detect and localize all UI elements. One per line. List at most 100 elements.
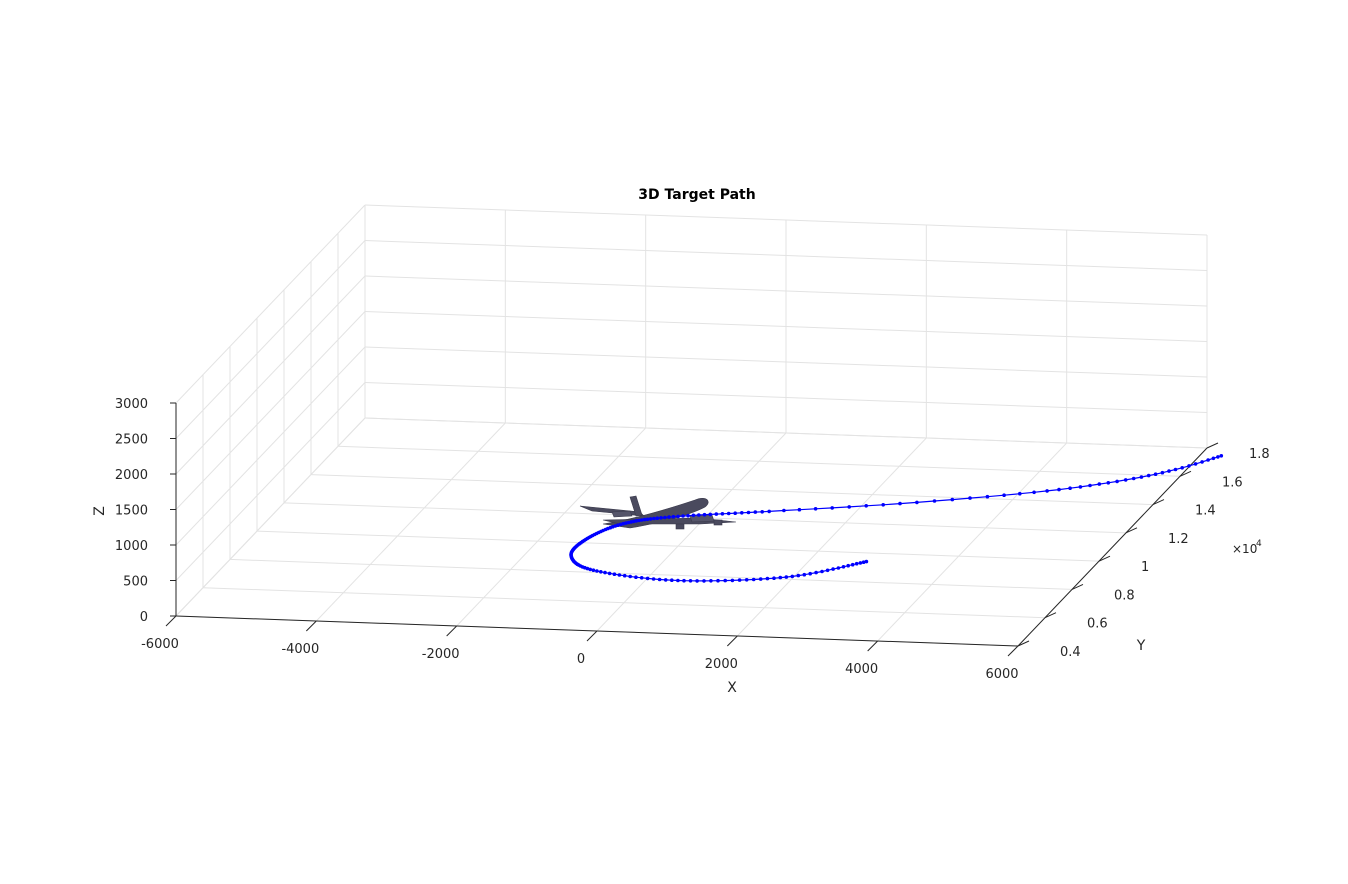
x-tick-mark xyxy=(165,615,177,627)
z-tick-label: 0 xyxy=(140,610,148,625)
x-tick-label: -6000 xyxy=(141,637,179,652)
data-point xyxy=(622,573,627,578)
data-point xyxy=(765,576,770,581)
data-point xyxy=(813,507,818,511)
data-point xyxy=(825,568,830,573)
data-point xyxy=(651,577,656,581)
data-point xyxy=(767,509,771,514)
data-point xyxy=(671,514,676,519)
side-grid-line xyxy=(175,346,366,546)
data-point xyxy=(760,510,764,514)
y-tick-mark xyxy=(1044,612,1057,619)
data-point xyxy=(1146,473,1151,478)
y-tick-mark xyxy=(1071,583,1084,590)
back-grid-line xyxy=(364,311,1208,342)
data-point xyxy=(607,571,612,576)
data-point xyxy=(1078,485,1083,489)
data-point xyxy=(1187,464,1191,468)
data-point xyxy=(1088,483,1092,488)
data-point xyxy=(1097,482,1102,486)
data-point xyxy=(784,575,789,579)
data-point xyxy=(595,569,599,573)
data-point xyxy=(697,513,701,517)
y-tick-mark xyxy=(1098,555,1111,562)
data-point xyxy=(846,563,850,568)
data-point xyxy=(758,577,763,581)
back-grid-line xyxy=(364,382,1208,413)
data-point xyxy=(1180,466,1184,470)
y-tick-mark xyxy=(1179,470,1192,477)
data-point xyxy=(599,570,603,574)
data-point xyxy=(932,499,937,503)
x-tick-label: 4000 xyxy=(845,662,878,677)
y-tick-mark xyxy=(1152,499,1165,506)
x-axis-label: X xyxy=(727,680,737,696)
x-tick-mark xyxy=(586,630,598,642)
x-tick-label: -4000 xyxy=(281,642,319,657)
data-point xyxy=(790,574,795,579)
data-point xyxy=(691,513,696,518)
data-point xyxy=(1018,491,1022,496)
data-point xyxy=(617,573,622,577)
data-point xyxy=(881,503,885,507)
data-point xyxy=(841,565,846,569)
data-point xyxy=(1068,486,1072,491)
x-tick-mark xyxy=(305,620,317,632)
data-point xyxy=(864,559,869,564)
data-point xyxy=(733,511,737,515)
floor-grid-line xyxy=(310,474,1154,506)
data-point xyxy=(645,576,650,581)
data-point xyxy=(723,578,727,583)
data-point xyxy=(639,576,644,580)
data-point xyxy=(667,515,671,519)
y-tick-label: 1.2 xyxy=(1168,532,1189,547)
x-axis-ticks: -6000 -4000 -2000 0 2000 4000 6000 xyxy=(141,615,1019,682)
y-tick-label: 0.6 xyxy=(1087,617,1108,632)
data-point xyxy=(616,523,620,527)
y-tick-label: 1.6 xyxy=(1222,475,1243,490)
floor-grid-line xyxy=(736,437,927,637)
data-point xyxy=(1002,493,1006,498)
data-point xyxy=(726,511,731,516)
data-point xyxy=(621,521,625,526)
data-point xyxy=(1206,458,1210,462)
data-point xyxy=(642,517,647,522)
data-point xyxy=(639,518,644,522)
data-point xyxy=(985,494,990,499)
data-point xyxy=(778,575,783,580)
z-tick-label: 2500 xyxy=(115,433,148,448)
data-point xyxy=(702,579,706,583)
target-path-series xyxy=(569,454,1224,583)
floor-grid-line xyxy=(456,427,647,627)
data-point xyxy=(637,518,641,523)
data-point xyxy=(1057,487,1061,492)
data-point xyxy=(847,505,851,509)
data-point xyxy=(1123,478,1128,482)
data-point xyxy=(676,514,680,519)
x-tick-label: 0 xyxy=(577,652,585,667)
data-point xyxy=(744,578,749,582)
data-point xyxy=(720,512,725,516)
data-point xyxy=(831,567,835,571)
y-axis-exponent: ×10 4 xyxy=(1232,539,1262,556)
data-point xyxy=(1160,470,1165,475)
data-point xyxy=(716,578,720,583)
z-tick-label: 500 xyxy=(123,575,148,590)
data-point xyxy=(864,504,868,508)
data-point xyxy=(1106,481,1111,485)
z-tick-label: 1500 xyxy=(115,504,148,519)
data-point xyxy=(591,568,596,572)
data-point xyxy=(854,561,859,566)
floor-grid-line xyxy=(202,587,1046,619)
data-point xyxy=(1211,456,1216,461)
data-point xyxy=(740,511,744,515)
data-point xyxy=(1131,476,1136,481)
data-point xyxy=(663,515,667,520)
data-point xyxy=(659,516,663,520)
data-point xyxy=(797,507,802,512)
y-tick-label: 1 xyxy=(1141,560,1149,575)
floor-grid-line xyxy=(315,422,506,622)
data-point xyxy=(1193,462,1198,466)
